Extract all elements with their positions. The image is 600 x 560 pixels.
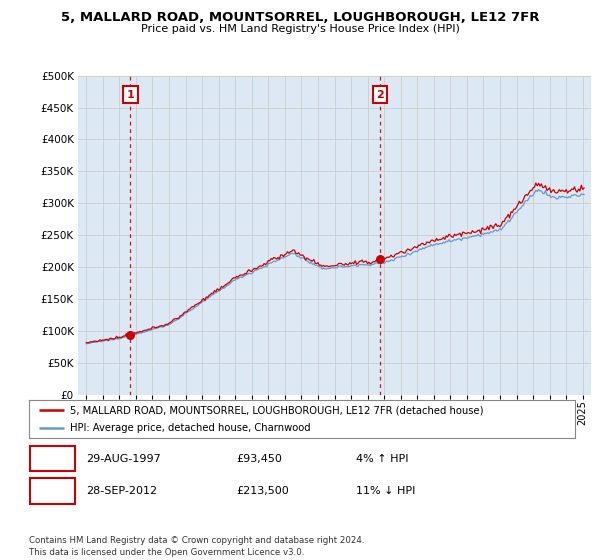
- Text: 28-SEP-2012: 28-SEP-2012: [86, 486, 157, 496]
- Text: 1: 1: [48, 452, 56, 465]
- Text: 2: 2: [48, 484, 56, 497]
- Text: 11% ↓ HPI: 11% ↓ HPI: [356, 486, 416, 496]
- Point: [375, 254, 385, 263]
- Point: [125, 330, 135, 339]
- Text: 4% ↑ HPI: 4% ↑ HPI: [356, 454, 409, 464]
- Text: Contains HM Land Registry data © Crown copyright and database right 2024.
This d: Contains HM Land Registry data © Crown c…: [29, 536, 364, 557]
- FancyBboxPatch shape: [30, 478, 74, 503]
- Text: HPI: Average price, detached house, Charnwood: HPI: Average price, detached house, Char…: [70, 423, 310, 433]
- Text: 5, MALLARD ROAD, MOUNTSORREL, LOUGHBOROUGH, LE12 7FR: 5, MALLARD ROAD, MOUNTSORREL, LOUGHBOROU…: [61, 11, 539, 24]
- Text: 1: 1: [127, 90, 134, 100]
- Text: 29-AUG-1997: 29-AUG-1997: [86, 454, 161, 464]
- Text: 2: 2: [376, 90, 384, 100]
- FancyBboxPatch shape: [30, 446, 74, 472]
- Text: £213,500: £213,500: [236, 486, 289, 496]
- Text: Price paid vs. HM Land Registry's House Price Index (HPI): Price paid vs. HM Land Registry's House …: [140, 24, 460, 34]
- Text: £93,450: £93,450: [236, 454, 282, 464]
- Text: 5, MALLARD ROAD, MOUNTSORREL, LOUGHBOROUGH, LE12 7FR (detached house): 5, MALLARD ROAD, MOUNTSORREL, LOUGHBOROU…: [70, 405, 483, 415]
